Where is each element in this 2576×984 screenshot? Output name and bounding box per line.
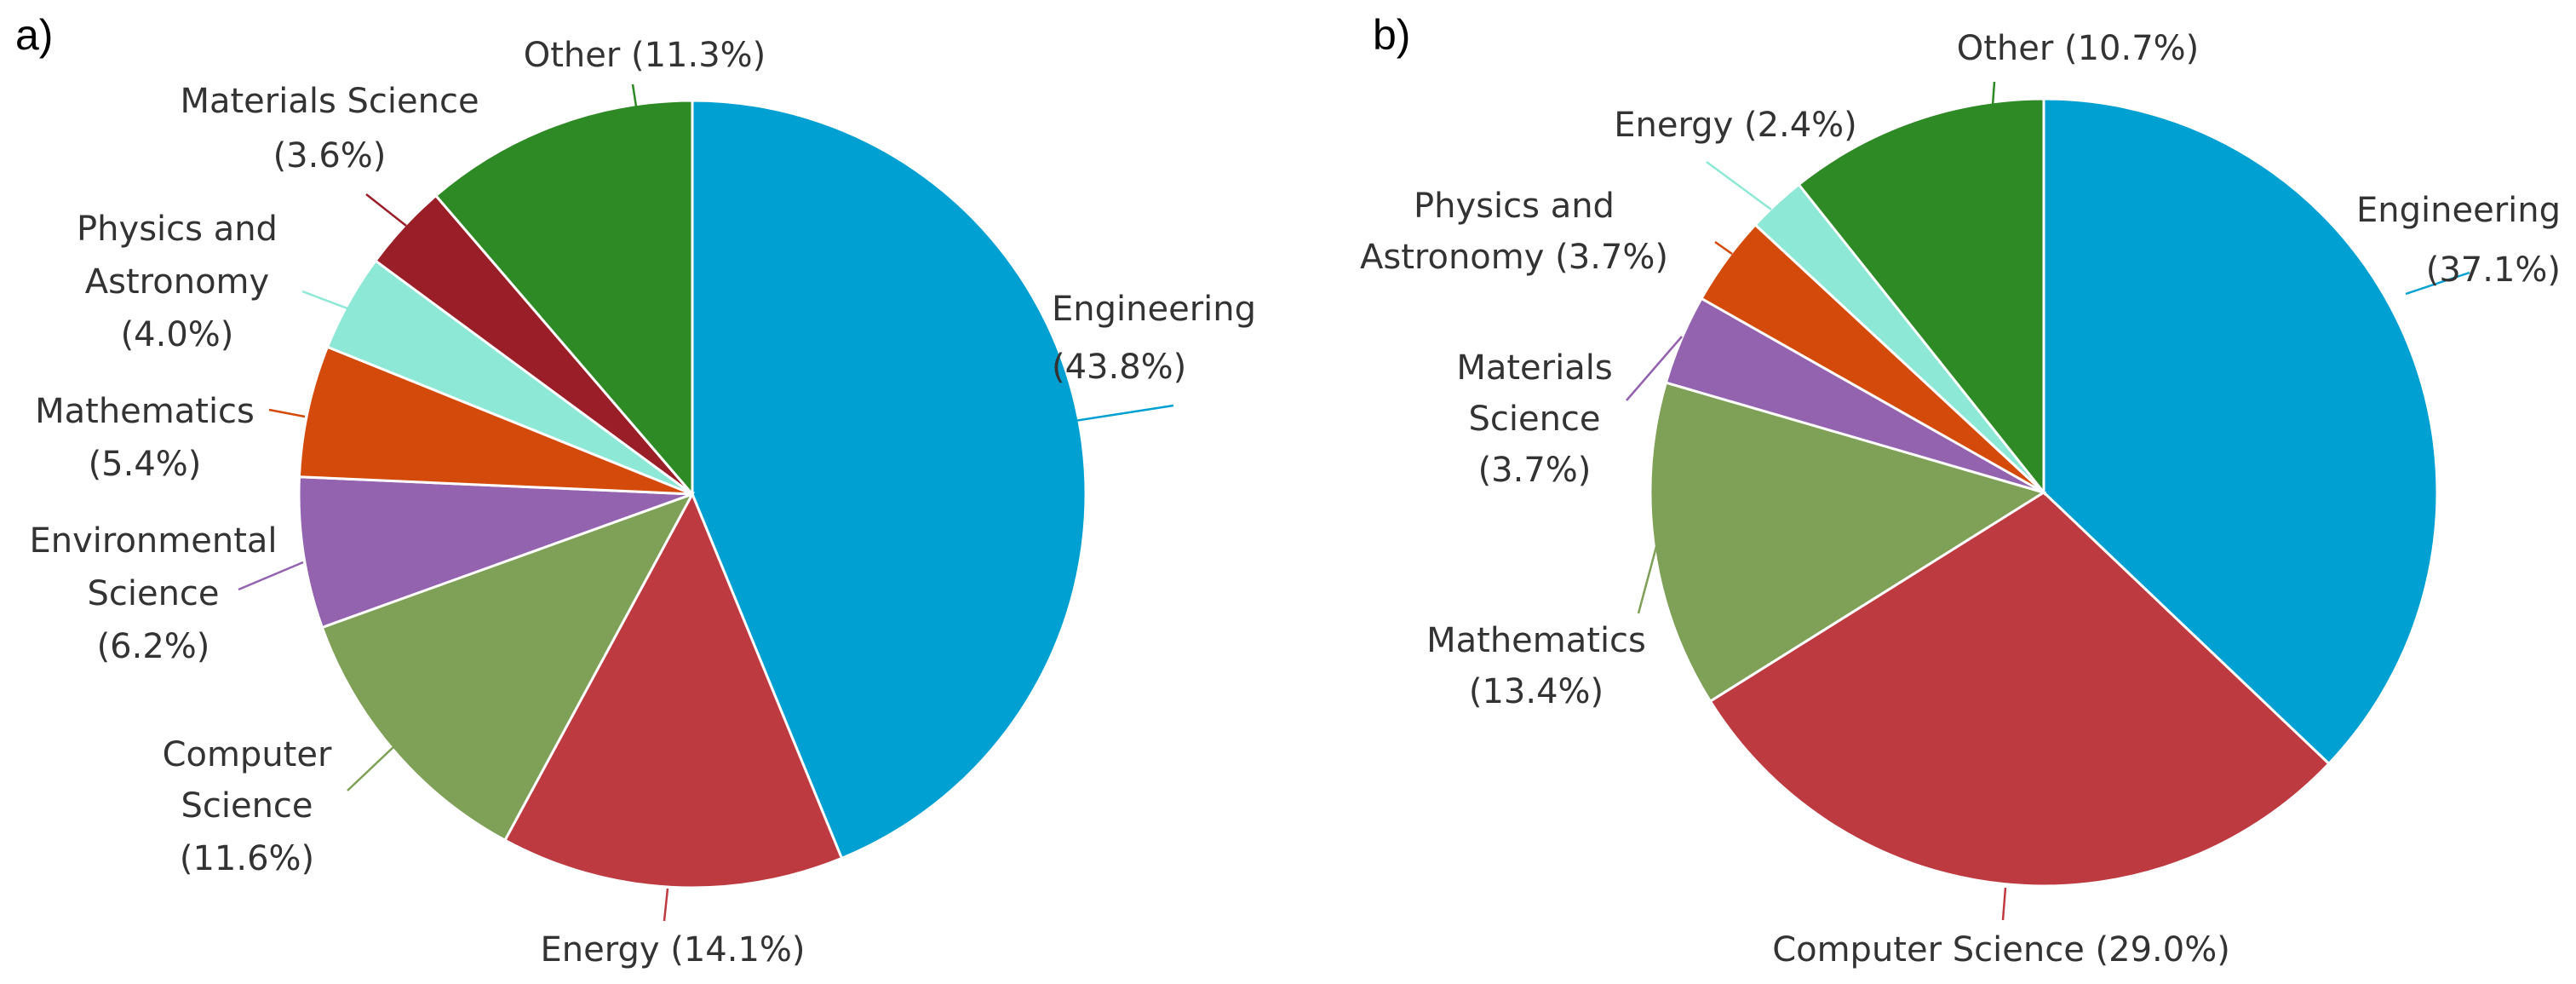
pie-slice-other xyxy=(1797,97,2045,497)
leaders-a xyxy=(238,83,1174,922)
pie-slice-mathematics xyxy=(297,345,693,496)
pie-slice-energy xyxy=(502,491,844,889)
leader-line-other xyxy=(631,83,638,107)
pie-slice-mathematics xyxy=(1649,381,2047,704)
leader-line-environmental-science xyxy=(238,561,304,591)
pie-slice-computer-science xyxy=(320,492,696,843)
pie-slice-engineering xyxy=(2042,97,2439,766)
pie-slice-engineering xyxy=(691,99,1087,860)
pie-slice-environmental-science xyxy=(297,475,693,630)
leader-line-energy xyxy=(1706,160,1772,211)
pie-chart-b: b) Engineering (37.1%) Computer Science (2… xyxy=(1360,11,2561,970)
leader-line-engineering xyxy=(2405,271,2470,296)
slice-label-other: Other (11.3%) xyxy=(524,36,766,75)
slice-label-materials-science: Materials Science (3.6%) xyxy=(180,82,479,176)
leader-line-engineering xyxy=(1074,404,1174,423)
leader-line-materials-science xyxy=(1626,336,1683,401)
labels-a: Engineering (43.8%) Energy (14.1%) Computer… xyxy=(29,36,1256,970)
pie-chart-a: a) Engineering (43.8%) Energy (14.1%) Compu… xyxy=(15,11,1256,970)
leader-line-physics-and-astronomy xyxy=(1714,240,1733,256)
slice-label-computer-science: Computer Science (11.6%) xyxy=(163,735,332,878)
slices-a xyxy=(297,99,1087,889)
labels-b: Engineering (37.1%) Computer Science (29.0… xyxy=(1360,29,2561,970)
leader-line-materials-science xyxy=(365,193,407,227)
slice-label-computer-science: Computer Science (29.0%) xyxy=(1772,930,2230,970)
slice-label-environmental-science: Environmental Science (6.2%) xyxy=(29,521,277,666)
leader-line-computer-science xyxy=(347,745,396,791)
slice-label-engineering: Engineering (37.1%) xyxy=(2356,191,2561,290)
slice-label-physics-and-astronomy: Physics and Astronomy (4.0%) xyxy=(77,210,278,354)
slice-label-materials-science: Materials Science (3.7%) xyxy=(1456,348,1612,490)
slice-label-physics-and-astronomy: Physics and Astronomy (3.7%) xyxy=(1360,187,1668,277)
pie-slice-computer-science xyxy=(1708,491,2331,888)
leader-line-other xyxy=(1991,81,1996,106)
panel-label-b: b) xyxy=(1373,11,1410,59)
slice-label-other: Other (10.7%) xyxy=(1957,29,2200,68)
leaders-b xyxy=(1626,81,2470,921)
slices-b xyxy=(1649,97,2439,888)
slice-label-energy: Energy (2.4%) xyxy=(1614,106,1857,145)
leader-line-energy xyxy=(663,888,669,922)
leader-line-physics-and-astronomy xyxy=(301,290,348,310)
leader-line-mathematics xyxy=(1637,543,1659,614)
slice-label-energy: Energy (14.1%) xyxy=(540,930,805,970)
pie-slice-other xyxy=(433,99,694,498)
leader-line-mathematics xyxy=(268,408,306,418)
slice-label-mathematics: Mathematics (13.4%) xyxy=(1426,621,1646,711)
panel-label-a: a) xyxy=(15,11,53,59)
slice-label-mathematics: Mathematics (5.4%) xyxy=(35,392,255,484)
slice-label-engineering: Engineering (43.8%) xyxy=(1052,290,1256,387)
leader-line-computer-science xyxy=(2001,887,2007,921)
